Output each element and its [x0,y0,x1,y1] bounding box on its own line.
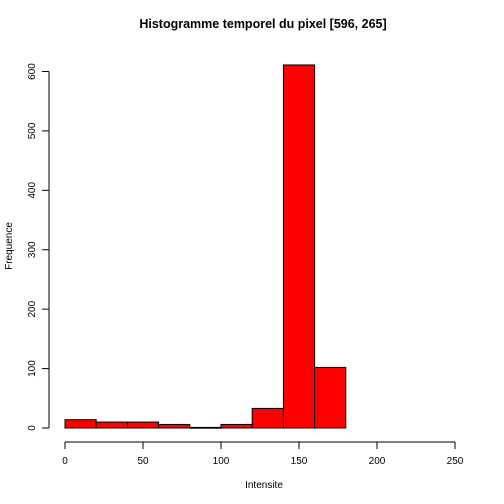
y-axis: 0 100 200 300 400 500 600 [27,63,50,431]
y-tick-label-200: 200 [27,300,38,317]
bars-group [64,64,347,429]
y-tick-label-400: 400 [27,182,38,199]
x-tick-label-100: 100 [213,456,230,467]
x-axis: 0 50 100 150 200 250 [62,441,464,467]
y-tick-label-0: 0 [27,425,38,431]
x-tick-label-250: 250 [447,456,464,467]
x-tick-label-0: 0 [62,456,68,467]
x-tick-label-50: 50 [137,456,149,467]
y-tick-label-500: 500 [27,122,38,139]
y-tick-label-300: 300 [27,241,38,258]
histogram-bar-8 [314,366,347,429]
histogram-bar-6 [251,407,284,429]
x-tick-label-200: 200 [369,456,386,467]
y-axis-label: Frequence [4,222,15,270]
histogram-bar-5 [220,423,253,429]
histogram-bar-4 [189,426,222,429]
chart-title: Histogramme temporel du pixel [596, 265] [139,17,386,31]
histogram-bar-0 [64,419,97,429]
x-axis-label: Intensite [245,480,283,491]
histogram-bar-2 [126,421,160,429]
y-tick-label-600: 600 [27,63,38,80]
histogram-bar-1 [95,421,128,429]
y-tick-label-100: 100 [27,360,38,377]
x-tick-label-150: 150 [291,456,308,467]
histogram-bar-7 [282,64,316,429]
histogram-bar-3 [158,423,191,429]
